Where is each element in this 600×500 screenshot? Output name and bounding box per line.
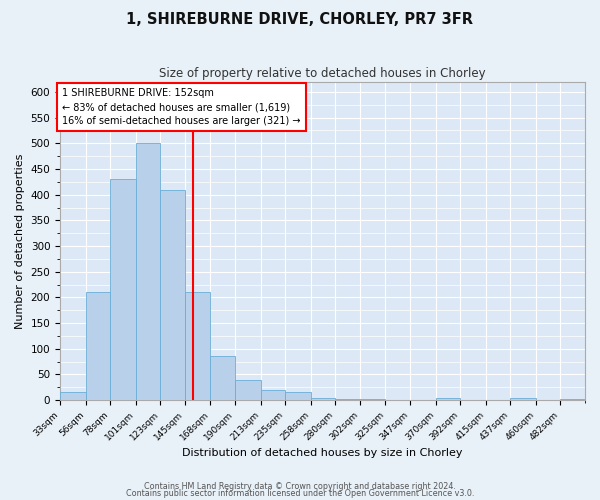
Bar	[60, 392, 86, 400]
Text: Contains public sector information licensed under the Open Government Licence v3: Contains public sector information licen…	[126, 489, 474, 498]
Bar	[211, 356, 235, 400]
Bar	[511, 398, 536, 400]
Bar	[311, 398, 335, 400]
Y-axis label: Number of detached properties: Number of detached properties	[15, 153, 25, 328]
Bar	[185, 292, 211, 400]
Bar	[436, 398, 460, 400]
Bar	[110, 180, 136, 400]
Text: Contains HM Land Registry data © Crown copyright and database right 2024.: Contains HM Land Registry data © Crown c…	[144, 482, 456, 491]
Bar	[136, 144, 160, 400]
Bar	[160, 190, 185, 400]
Bar	[335, 398, 360, 400]
Title: Size of property relative to detached houses in Chorley: Size of property relative to detached ho…	[159, 68, 486, 80]
Bar	[235, 380, 260, 400]
Text: 1 SHIREBURNE DRIVE: 152sqm
← 83% of detached houses are smaller (1,619)
16% of s: 1 SHIREBURNE DRIVE: 152sqm ← 83% of deta…	[62, 88, 301, 126]
Bar	[86, 292, 110, 400]
Bar	[560, 398, 585, 400]
Bar	[260, 390, 285, 400]
Text: 1, SHIREBURNE DRIVE, CHORLEY, PR7 3FR: 1, SHIREBURNE DRIVE, CHORLEY, PR7 3FR	[127, 12, 473, 28]
Bar	[285, 392, 311, 400]
X-axis label: Distribution of detached houses by size in Chorley: Distribution of detached houses by size …	[182, 448, 463, 458]
Bar	[360, 399, 385, 400]
